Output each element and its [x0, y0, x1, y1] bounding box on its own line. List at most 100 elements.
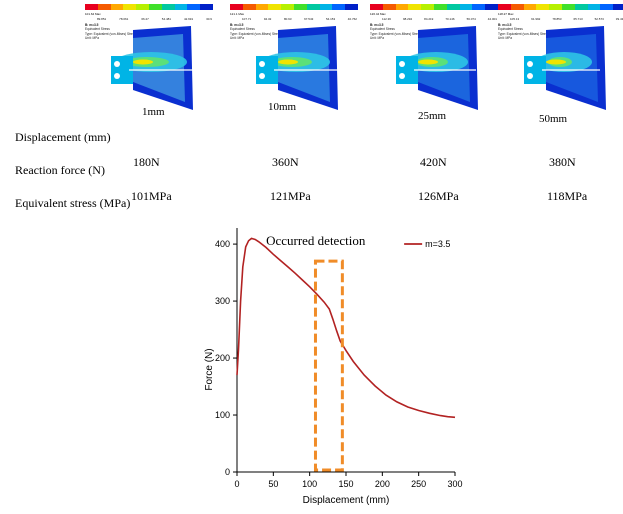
metadata-line: Type: Equivalent (von-Mises) Stress — [85, 31, 137, 36]
x-axis-title: Displacement (mm) — [303, 495, 390, 506]
legend-tick: 65.713 — [573, 17, 583, 21]
legend-tick-labels: 107.71 94.32 80.93 67.543 54.153 40.762 — [242, 17, 357, 21]
legend-tick: 91.992 — [531, 17, 541, 21]
metadata-line: Equivalent Stress — [498, 27, 523, 32]
panel-label-4: 50mm — [539, 113, 568, 125]
legend-swatch — [174, 4, 188, 10]
legend-swatch — [485, 4, 498, 10]
metadata-line: Equivalent Stress — [370, 27, 395, 32]
y-tick-label: 300 — [215, 296, 230, 306]
legend-swatch — [306, 4, 320, 10]
legend-swatch — [200, 4, 213, 10]
legend-tick: 66.27 — [141, 17, 149, 21]
legend-swatch — [85, 4, 98, 10]
legend-swatch — [319, 4, 333, 10]
legend-swatch — [549, 4, 562, 10]
detection-highlight-box — [313, 259, 344, 472]
result-metadata: B: m=3.5 Equivalent Stress Type: Equivalen… — [85, 23, 145, 41]
metadata-line: Unit: MPa — [85, 36, 99, 41]
legend-swatch — [536, 4, 550, 10]
stress-contour-shape — [111, 26, 195, 110]
color-legend-bar — [498, 4, 623, 10]
legend-swatch — [255, 4, 269, 10]
metadata-line: Equivalent Stress — [85, 27, 110, 32]
legend-swatch — [148, 4, 162, 10]
x-tick-label: 250 — [411, 479, 426, 489]
legend-tick: 30.9 — [206, 17, 212, 21]
stress-value-1: 101MPa — [131, 189, 172, 203]
result-metadata: B: m=3.5 Equivalent Stress Type: Equivalen… — [498, 23, 558, 41]
legend-tick-labels: 112.36 98.292 84.219 70.146 56.074 42.001 — [382, 17, 497, 21]
legend-tick-labels: 89.851 78.061 66.27 54.481 42.691 30.9 — [97, 17, 212, 21]
legend-swatch — [587, 4, 601, 10]
stress-contour-shape — [524, 26, 606, 110]
legend-max-label: 126.44 Max — [370, 12, 386, 16]
legend-tick: 94.32 — [263, 17, 272, 21]
legend-tick: 78.061 — [119, 17, 129, 21]
metadata-line: Type: Equivalent (von-Mises) Stress — [498, 31, 550, 36]
result-metadata: B: m=3.5 Equivalent Stress Type: Equivalen… — [230, 23, 290, 41]
stress-contour-shape — [396, 26, 478, 110]
legend-tick: 80.93 — [283, 17, 292, 21]
legend-swatch — [523, 4, 537, 10]
legend-swatch — [382, 4, 396, 10]
displacement-row-label: Displacement (mm) — [15, 130, 111, 144]
legend-label: m=3.5 — [425, 239, 450, 249]
legend-swatch — [561, 4, 575, 10]
legend-swatch — [510, 4, 524, 10]
legend-swatch — [600, 4, 614, 10]
legend-tick: 54.481 — [161, 17, 171, 21]
legend-swatch — [136, 4, 149, 10]
legend-swatch — [395, 4, 409, 10]
legend-swatch — [421, 4, 434, 10]
color-legend-bar — [370, 4, 498, 10]
legend-tick: 42.001 — [487, 17, 497, 21]
legend-tick: 67.543 — [304, 17, 314, 21]
series-line — [236, 237, 456, 419]
color-legend-bar — [85, 4, 213, 10]
legend-swatch — [161, 4, 175, 10]
legend-swatch — [187, 4, 201, 10]
legend-swatch — [345, 4, 358, 10]
legend-tick: 54.153 — [325, 17, 336, 21]
legend-swatch — [332, 4, 346, 10]
x-tick-label: 300 — [447, 479, 462, 489]
legend-swatch — [472, 4, 486, 10]
legend-swatch — [370, 4, 383, 10]
contour-panel-3: 126.44 Max 112.36 98.292 84.219 70.146 56.074… — [370, 4, 498, 114]
metadata-line: B: m=3.5 — [370, 23, 384, 27]
legend-swatch — [97, 4, 111, 10]
legend-tick: 89.851 — [97, 17, 107, 21]
legend-swatch — [123, 4, 137, 10]
metadata-line: Unit: MPa — [498, 36, 512, 41]
stress-row-label: Equivalent stress (MPa) — [15, 196, 131, 210]
x-tick-label: 200 — [375, 479, 390, 489]
legend-tick: 112.36 — [382, 17, 391, 21]
stress-value-4: 118MPa — [547, 189, 588, 203]
legend-swatch — [574, 4, 588, 10]
y-tick-label: 200 — [215, 353, 230, 363]
legend-swatch — [613, 4, 623, 10]
legend-max-label: 121.1 Max — [230, 12, 245, 16]
legend-tick: 105.13 — [510, 17, 520, 21]
y-axis-title: Force (N) — [204, 348, 215, 390]
detection-annotation: Occurred detection — [266, 233, 366, 248]
color-legend-bar — [230, 4, 358, 10]
metadata-line: Unit: MPa — [230, 36, 244, 41]
reaction-value-1: 180N — [133, 155, 160, 169]
legend-tick: 98.292 — [402, 17, 413, 21]
legend-swatch — [408, 4, 422, 10]
reaction-value-2: 360N — [272, 155, 299, 169]
panel-label-1: 1mm — [142, 106, 165, 118]
legend-tick: 42.691 — [183, 17, 194, 21]
x-tick-label: 150 — [338, 479, 353, 489]
x-tick-label: 50 — [268, 479, 278, 489]
reaction-row-label: Reaction force (N) — [15, 163, 105, 177]
legend-tick: 78.853 — [552, 17, 562, 21]
legend-swatch — [110, 4, 124, 10]
metadata-line: Type: Equivalent (von-Mises) Stress — [370, 31, 422, 36]
legend-swatch — [433, 4, 447, 10]
metadata-line: Equivalent Stress — [230, 27, 255, 32]
legend-tick: 56.074 — [466, 17, 476, 21]
x-tick-label: 100 — [302, 479, 317, 489]
